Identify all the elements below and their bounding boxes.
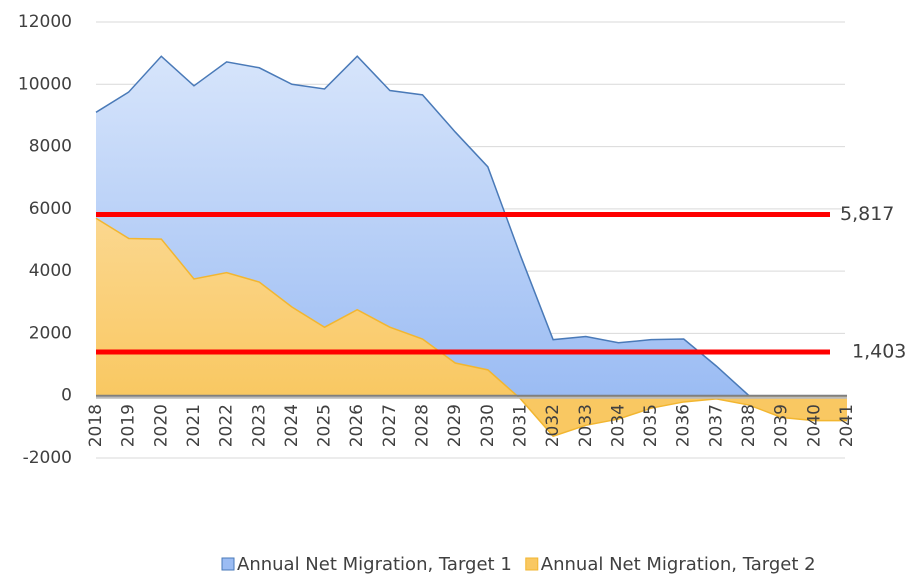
y-tick-label: 0 — [61, 386, 72, 406]
x-tick-label: 2026 — [347, 404, 367, 447]
legend-label: Annual Net Migration, Target 1 — [237, 554, 512, 575]
y-tick-label: 4000 — [29, 261, 72, 281]
y-tick-label: 8000 — [29, 137, 72, 157]
y-tick-label: 12000 — [18, 12, 72, 32]
legend-swatch — [525, 557, 539, 571]
x-tick-label: 2022 — [217, 404, 237, 447]
x-tick-label: 2037 — [706, 404, 726, 447]
x-tick-label: 2041 — [837, 404, 857, 447]
x-tick-label: 2024 — [282, 404, 302, 447]
area-line — [95, 217, 847, 438]
y-tick-label: 10000 — [18, 74, 72, 94]
x-tick-label: 2021 — [184, 404, 204, 447]
legend-swatch — [221, 557, 235, 571]
y-tick-label: 2000 — [29, 323, 72, 343]
x-tick-label: 2038 — [739, 404, 759, 447]
x-tick-label: 2034 — [608, 404, 628, 447]
x-tick-label: 2023 — [249, 404, 269, 447]
reference-label: 5,817 — [840, 203, 894, 225]
x-tick-label: 2027 — [380, 404, 400, 447]
x-tick-label: 2018 — [86, 404, 106, 447]
x-tick-label: 2036 — [674, 404, 694, 447]
y-tick-label: -2000 — [23, 448, 72, 468]
x-tick-label: 2031 — [510, 404, 530, 447]
x-tick-label: 2030 — [478, 404, 498, 447]
reference-label: 1,403 — [852, 341, 906, 363]
legend-label: Annual Net Migration, Target 2 — [541, 554, 816, 575]
area — [96, 218, 847, 437]
x-tick-label: 2020 — [151, 404, 171, 447]
x-tick-label: 2032 — [543, 404, 563, 447]
x-tick-label: 2033 — [576, 404, 596, 447]
x-tick-label: 2035 — [641, 404, 661, 447]
x-tick-label: 2025 — [315, 404, 335, 447]
y-tick-label: 6000 — [29, 199, 72, 219]
x-tick-label: 2039 — [772, 404, 792, 447]
x-tick-label: 2019 — [119, 404, 139, 447]
x-tick-label: 2028 — [413, 404, 433, 447]
x-tick-label: 2029 — [445, 404, 465, 447]
area-line — [95, 55, 847, 397]
x-tick-label: 2040 — [804, 404, 824, 447]
